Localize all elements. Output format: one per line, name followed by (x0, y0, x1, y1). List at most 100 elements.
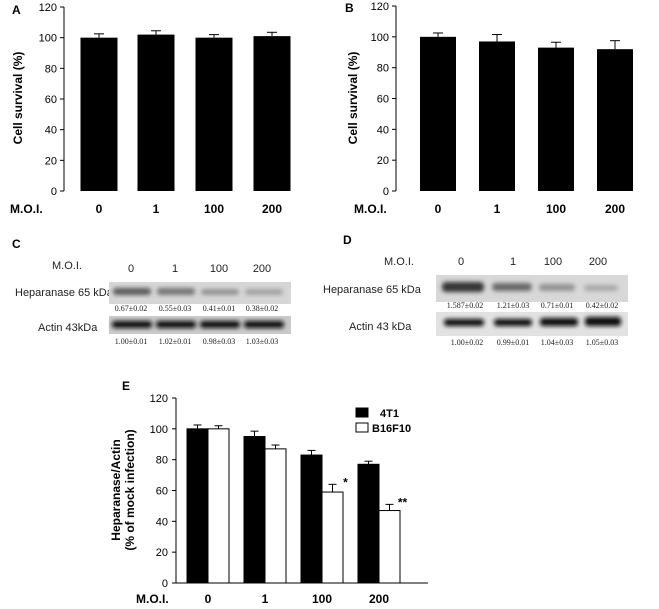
panel-e-bar-b16f10-200 (378, 510, 401, 584)
panel-e-bar-b16f10-1 (264, 448, 287, 584)
panel-c-hep-membrane (109, 282, 291, 304)
panel-e-ytick-label: 120 (150, 393, 168, 405)
panel-e-ytick-label: 60 (156, 486, 168, 498)
panel-b-letter: B (345, 1, 354, 15)
panel-b-ylabel: Cell survival (%) (346, 52, 360, 145)
panel-d-actin-quant-0: 1.00±0.02 (451, 338, 483, 347)
panel-e-bar-4t1-1 (243, 436, 266, 584)
panel-c-lane-3: 200 (253, 263, 271, 275)
panel-e-bar-b16f10-100 (321, 491, 344, 584)
panel-b-bar-200 (597, 49, 633, 191)
panel-c-hep-quant-1: 0.55±0.03 (159, 304, 191, 313)
panel-b-xtick-label: 100 (546, 202, 566, 216)
panel-b-ytick-label: 60 (377, 94, 389, 106)
panel-e-xlabel: M.O.I. (136, 592, 169, 606)
legend-swatch-4t1 (355, 407, 369, 418)
panel-c-blot: C M.O.I. 0 1 100 200 Heparanase 65 kDa 0… (12, 237, 291, 346)
panel-e-bar-4t1-100 (300, 454, 323, 584)
panel-c-hep-band-1 (157, 288, 195, 295)
panel-d-actin-quant-3: 1.05±0.03 (586, 338, 618, 347)
legend-swatch-b16f10 (355, 422, 369, 433)
panel-d-hep-quant-1: 1.21±0.03 (497, 301, 529, 310)
panel-c-actin-band-3 (244, 321, 284, 328)
panel-d-blot: D M.O.I. 0 1 100 200 Heparanase 65 kDa 1… (323, 233, 628, 347)
panel-e-xtick-label: 1 (262, 592, 269, 606)
panel-a-xtick-label: 200 (262, 202, 282, 216)
panel-d-hep-quant-0: 1.587±0.02 (447, 301, 483, 310)
panel-c-hep-band-2 (201, 289, 239, 295)
panel-a-ytick-label: 60 (45, 94, 57, 106)
panel-b-ytick-label: 20 (377, 155, 389, 167)
panel-d-hep-band-2 (539, 284, 575, 291)
panel-b-xtick-label: 0 (435, 202, 442, 216)
panel-a-bar-0 (80, 37, 118, 191)
panel-c-letter: C (12, 237, 21, 251)
panel-c-actin-band-0 (112, 321, 152, 328)
panel-a-xlabel: M.O.I. (10, 202, 43, 216)
panel-b-ytick-label: 120 (371, 1, 389, 13)
panel-a-bar-1 (137, 34, 175, 191)
panel-e-chart: E Heparanase/Actin (% of mock infection)… (109, 379, 428, 606)
panel-c-lane-2: 100 (210, 263, 228, 275)
panel-d-lane-3: 200 (589, 256, 607, 268)
panel-b-xtick-label: 200 (605, 202, 625, 216)
panel-d-moi-label: M.O.I. (384, 256, 414, 268)
panel-e-ytick-label: 0 (162, 578, 168, 590)
panel-d-hep-quant-3: 0.42±0.02 (586, 301, 618, 310)
panel-d-actin-band-2 (540, 318, 578, 326)
panel-d-letter: D (343, 233, 352, 247)
panel-a-chart: A Cell survival (%) 0 20 40 60 80 100 120 M.O.… (10, 2, 291, 216)
panel-e-bar-4t1-200 (357, 463, 380, 584)
panel-e-bar-4t1-0 (186, 428, 209, 584)
panel-d-lane-1: 1 (510, 256, 516, 268)
panel-d-lane-2: 100 (544, 256, 562, 268)
panel-a-letter: A (12, 3, 21, 17)
panel-e-ylabel-line1: Heparanase/Actin (109, 439, 123, 540)
panel-a-xtick-label: 100 (204, 202, 224, 216)
panel-e-ytick-label: 20 (156, 547, 168, 559)
panel-b-ytick-label: 80 (377, 63, 389, 75)
panel-b-bar-100 (538, 47, 574, 191)
panel-a-ytick-label: 100 (39, 33, 57, 45)
panel-e-ylabel-line2: (% of mock infection) (123, 429, 137, 550)
panel-a-bar-100 (195, 37, 233, 191)
panel-b-ytick-label: 100 (371, 32, 389, 44)
panel-a-ytick-label: 20 (45, 155, 57, 167)
panel-c-actin-band-2 (200, 321, 240, 328)
panel-a-ytick-label: 0 (51, 186, 57, 198)
panel-c-actin-quant-1: 1.02±0.01 (159, 337, 191, 346)
panel-e-xtick-label: 0 (205, 592, 212, 606)
panel-c-hep-quant-2: 0.41±0.01 (203, 304, 235, 313)
panel-e-xtick-label: 200 (369, 592, 389, 606)
panel-d-actin-label: Actin 43 kDa (349, 321, 412, 333)
legend-label-b16f10: B16F10 (372, 423, 411, 435)
panel-d-actin-quant-1: 0.99±0.01 (497, 338, 529, 347)
panel-a-ytick-label: 80 (45, 63, 57, 75)
panel-c-actin-band-1 (156, 321, 196, 328)
panel-a-xtick-label: 1 (153, 202, 160, 216)
panel-a-bar-200 (253, 36, 291, 192)
panel-b-chart: B Cell survival (%) 0 20 40 60 80 100 120 M.O.… (345, 1, 633, 216)
panel-c-hep-band-3 (245, 289, 283, 295)
panel-d-hep-band-0 (442, 282, 484, 292)
panel-d-actin-band-3 (585, 317, 621, 326)
panel-e-letter: E (122, 379, 130, 393)
panel-b-bar-0 (420, 36, 456, 192)
panel-d-hep-label: Heparanase 65 kDa (323, 284, 422, 296)
panel-c-hep-band-0 (113, 288, 151, 295)
panel-d-lane-0: 0 (458, 256, 464, 268)
panel-c-actin-quant-3: 1.03±0.03 (246, 337, 278, 346)
panel-c-actin-label: Actin 43kDa (38, 322, 98, 334)
legend-label-4t1: 4T1 (380, 408, 399, 420)
panel-e-significance-mark: * (343, 475, 348, 489)
panel-a-ytick-label: 120 (39, 2, 57, 14)
panel-d-actin-band-0 (444, 319, 484, 326)
panel-c-actin-quant-0: 1.00±0.01 (115, 337, 147, 346)
panel-e-bar-b16f10-0 (207, 428, 230, 584)
panel-d-hep-band-1 (492, 283, 532, 291)
panel-e-significance-mark: ** (398, 495, 408, 509)
panel-d-actin-band-1 (494, 319, 532, 326)
panel-e-xtick-label: 100 (312, 592, 332, 606)
panel-e-ytick-label: 40 (156, 516, 168, 528)
